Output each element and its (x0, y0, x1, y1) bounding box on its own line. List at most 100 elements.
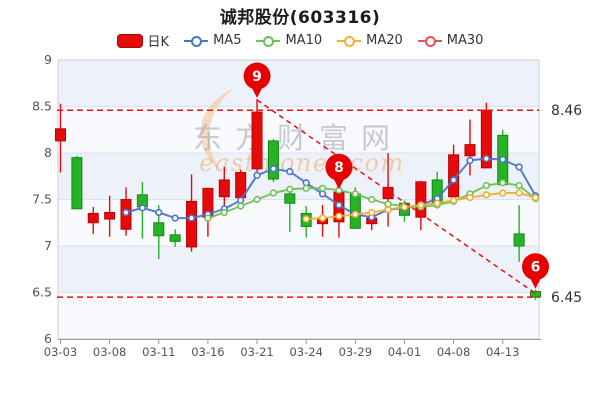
ma5-point (302, 179, 310, 187)
ma5-point (138, 204, 146, 212)
watermark-cn-text: 东方财富网 (193, 121, 403, 155)
trend-line (256, 99, 536, 295)
ma10-point (482, 181, 490, 190)
x-tick-label: 03-21 (240, 345, 273, 359)
balloon-circle (243, 62, 271, 90)
legend-item-ma5[interactable]: MA5 (184, 33, 241, 48)
candle-body (382, 186, 394, 200)
low-price-line-label: 6.45 (551, 290, 582, 306)
candle (104, 195, 116, 237)
chart-legend: 日K MA5 MA10 MA20 MA30 (0, 31, 600, 50)
candle-body (267, 140, 279, 180)
y-tick-label: 6.5 (32, 285, 52, 300)
legend-item-ma20[interactable]: MA20 (337, 33, 403, 48)
ma10-point (286, 185, 294, 193)
ma5-point (122, 208, 130, 217)
candle (284, 192, 296, 233)
ma20-point (499, 189, 507, 197)
candle-body (464, 144, 476, 157)
x-tick-label: 04-08 (437, 345, 470, 359)
candle (267, 139, 279, 182)
ma5-point (335, 201, 343, 209)
chart-title: 诚邦股份(603316) (219, 8, 381, 28)
ma5-point (515, 163, 523, 171)
ma20-point (450, 196, 458, 205)
kline-swatch (116, 33, 143, 48)
x-tick-label: 03-08 (93, 345, 126, 359)
y-tick-label: 9 (44, 52, 52, 67)
ma20-point (400, 203, 409, 211)
legend-label: MA30 (446, 33, 484, 48)
candle-body (87, 212, 99, 224)
balloon-circle (325, 153, 353, 181)
balloon-label: 6 (531, 260, 541, 276)
watermark-en-text: eastmoney.com (199, 149, 405, 177)
ma5-point (482, 154, 490, 163)
x-tick-label: 03-03 (44, 345, 77, 359)
ma5-point (155, 208, 163, 217)
candle (251, 99, 263, 172)
ma5-point (171, 214, 179, 222)
ma10-point (302, 184, 310, 192)
ma5-point (286, 168, 294, 176)
ma10-point (384, 200, 392, 208)
ma5-point (253, 171, 261, 179)
legend-label: MA20 (366, 33, 403, 48)
price-band (58, 60, 539, 107)
candle-body (448, 154, 460, 198)
ma20-point (302, 215, 310, 223)
ma10-point (499, 179, 507, 187)
balloon-circle (522, 253, 549, 281)
candle (513, 205, 525, 262)
ma10-point (318, 184, 327, 192)
candle-body (530, 291, 541, 298)
ma5-point (450, 176, 458, 184)
ma10-point (515, 181, 523, 190)
candle (186, 174, 198, 252)
candle (55, 103, 66, 173)
ma10-point (220, 208, 228, 217)
y-tick-label: 6 (44, 331, 52, 346)
x-axis: 03-03 03-08 03-11 03-16 03-21 03-24 03-29 04-01… (44, 339, 541, 359)
candle-body (186, 200, 198, 248)
x-tick-label: 03-11 (142, 345, 175, 359)
ma-marker (337, 34, 362, 48)
candle-body (480, 109, 492, 169)
price-band (58, 292, 539, 339)
ma5-point (318, 190, 327, 198)
candle-body (71, 157, 83, 210)
x-tick-label: 03-24 (289, 345, 322, 359)
x-tick-label: 04-01 (388, 345, 421, 359)
ma-marker (184, 34, 209, 48)
candle (382, 153, 394, 227)
ma5-point (269, 165, 278, 173)
ma20-point (335, 212, 343, 220)
candle (71, 155, 83, 210)
legend-item-ma30[interactable]: MA30 (417, 33, 484, 48)
high-price-line: 8.46 (57, 103, 582, 119)
y-tick-label: 8.5 (32, 99, 52, 114)
ma20-point (417, 201, 425, 209)
ma20-point (531, 194, 540, 202)
ma10-point (351, 190, 359, 198)
candle (87, 206, 99, 234)
balloon-label: 8 (334, 160, 344, 176)
legend-item-日k[interactable]: 日K (116, 31, 169, 50)
marker-balloon-6: 6 (522, 253, 549, 289)
legend-item-ma10[interactable]: MA10 (256, 33, 322, 48)
legend-label: MA10 (285, 33, 323, 48)
low-price-line: 6.45 (57, 290, 582, 306)
ma20-point (466, 194, 474, 202)
ma10-point (237, 202, 245, 210)
candle (448, 144, 460, 200)
ma20-line (302, 189, 540, 223)
candle-body (104, 212, 116, 220)
y-tick-label: 8 (44, 145, 52, 160)
ma20-point (433, 199, 441, 207)
ma20-point (368, 208, 376, 217)
candle-body (55, 128, 66, 142)
balloon-label: 9 (252, 69, 262, 85)
price-band (58, 106, 539, 153)
ma10-point (204, 214, 212, 222)
candle (169, 229, 181, 247)
